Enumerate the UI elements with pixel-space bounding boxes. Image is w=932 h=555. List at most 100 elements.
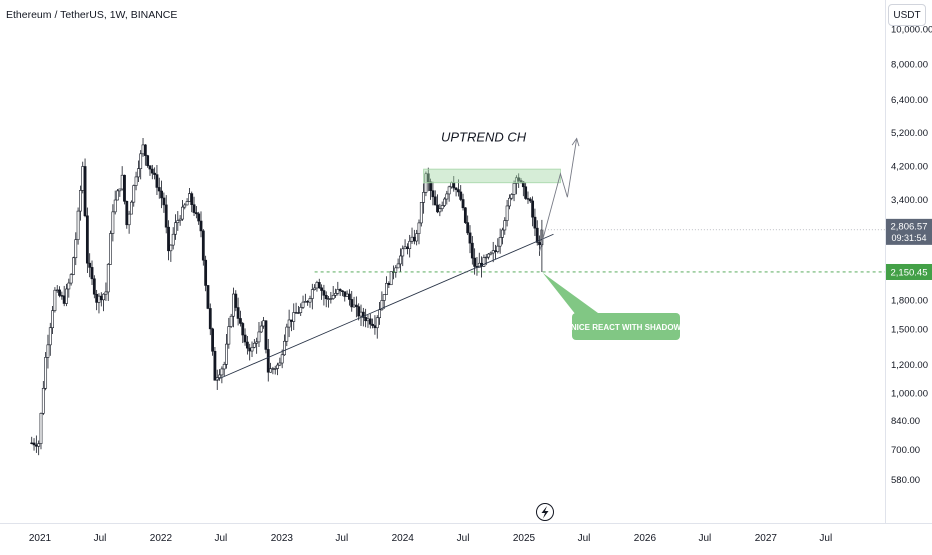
- candle-body-215: [528, 198, 532, 202]
- candle-body-34: [109, 233, 112, 265]
- candle-body-48: [141, 144, 145, 155]
- candle-body-152: [382, 294, 386, 301]
- candle-body-8: [48, 327, 52, 346]
- candle-body-160: [401, 248, 405, 257]
- countdown-timer: 09:31:54: [891, 233, 926, 243]
- candle-body-190: [470, 242, 474, 259]
- candle-body-74: [201, 230, 205, 261]
- candle-body-165: [412, 236, 416, 242]
- candle-body-164: [410, 236, 414, 242]
- candle-body-129: [329, 298, 333, 300]
- candle-body-106: [276, 364, 279, 369]
- candle-body-145: [366, 318, 370, 322]
- candle-body-116: [299, 307, 303, 313]
- candle-body-38: [118, 188, 122, 192]
- candle-body-75: [204, 259, 208, 286]
- candle-body-126: [322, 290, 326, 296]
- candle-body-82: [220, 368, 224, 376]
- candle-body-16: [67, 282, 71, 290]
- price-axis-label: 1,000.00: [891, 389, 928, 400]
- candle-body-91: [241, 323, 245, 336]
- candle-body-77: [208, 308, 212, 330]
- candle-body-204: [503, 220, 507, 231]
- candle-body-113: [292, 312, 296, 322]
- candle-body-54: [155, 174, 159, 188]
- price-axis-label: 1,800.00: [891, 296, 928, 307]
- candle-body-155: [389, 271, 393, 286]
- candle-body-213: [524, 186, 528, 199]
- candle-body-175: [436, 204, 439, 213]
- candle-body-135: [343, 291, 347, 297]
- time-axis-divider: [0, 523, 932, 524]
- candle-body-185: [459, 191, 463, 200]
- candle-body-87: [232, 293, 235, 317]
- candle-body-84: [225, 343, 228, 365]
- candle-body-23: [83, 166, 87, 217]
- candle-body-36: [113, 199, 117, 213]
- candle-body-33: [106, 264, 110, 293]
- candle-body-188: [466, 222, 470, 234]
- candle-body-67: [185, 201, 189, 206]
- candle-body-218: [535, 227, 539, 243]
- candle-body-117: [301, 301, 305, 308]
- candle-body-131: [334, 293, 337, 296]
- candle-body-27: [92, 278, 96, 295]
- time-axis-label: 2026: [634, 533, 657, 544]
- candle-body-46: [136, 168, 140, 178]
- current-price-value: 2,806.57: [891, 221, 928, 232]
- candle-body-115: [296, 312, 300, 314]
- candle-body-100: [262, 320, 266, 327]
- candle-body-141: [357, 306, 361, 317]
- candle-body-138: [350, 299, 354, 308]
- symbol-title: Ethereum / TetherUS, 1W, BINANCE: [6, 9, 178, 21]
- time-axis-label: Jul: [94, 533, 107, 544]
- candle-body-133: [338, 289, 342, 292]
- candle-body-71: [194, 212, 198, 215]
- candles: [30, 137, 544, 456]
- candle-body-205: [505, 205, 509, 221]
- currency-selector[interactable]: USDT: [888, 4, 926, 26]
- candle-body-14: [62, 295, 66, 304]
- candle-body-63: [176, 220, 180, 224]
- candle-body-13: [60, 295, 64, 297]
- candle-body-200: [494, 250, 497, 252]
- candle-body-139: [352, 304, 356, 308]
- candle-body-94: [248, 347, 252, 352]
- candle-body-125: [320, 287, 323, 291]
- candle-body-58: [164, 204, 168, 228]
- candle-body-219: [538, 242, 541, 246]
- candle-body-11: [55, 289, 59, 292]
- candle-body-107: [278, 362, 282, 366]
- candle-body-174: [433, 196, 437, 206]
- candle-body-143: [361, 311, 365, 318]
- support-price-value: 2,150.45: [891, 267, 928, 278]
- price-axis-label: 8,000.00: [891, 60, 928, 71]
- candle-body-206: [508, 197, 511, 207]
- candle-body-68: [188, 193, 191, 202]
- candle-body-124: [317, 282, 321, 289]
- candle-body-130: [331, 295, 335, 299]
- candle-body-207: [510, 194, 514, 199]
- candle-body-53: [153, 172, 157, 175]
- candle-body-159: [399, 255, 402, 265]
- candle-body-24: [85, 215, 89, 264]
- candle-body-22: [81, 166, 85, 191]
- candle-body-140: [354, 304, 358, 307]
- candle-body-123: [315, 282, 319, 289]
- candle-body-210: [517, 177, 521, 181]
- candle-body-158: [396, 263, 400, 269]
- candle-body-96: [252, 342, 256, 348]
- candle-body-216: [531, 200, 535, 218]
- time-axis-label: 2021: [29, 533, 52, 544]
- candle-body-20: [76, 210, 80, 240]
- candle-body-169: [422, 192, 426, 203]
- candle-body-66: [183, 204, 187, 208]
- candle-body-163: [408, 240, 412, 249]
- candle-body-177: [440, 205, 444, 209]
- candle-body-197: [487, 253, 490, 258]
- candle-body-148: [373, 325, 377, 329]
- resistance-zone: [423, 168, 561, 184]
- candle-body-30: [99, 295, 103, 301]
